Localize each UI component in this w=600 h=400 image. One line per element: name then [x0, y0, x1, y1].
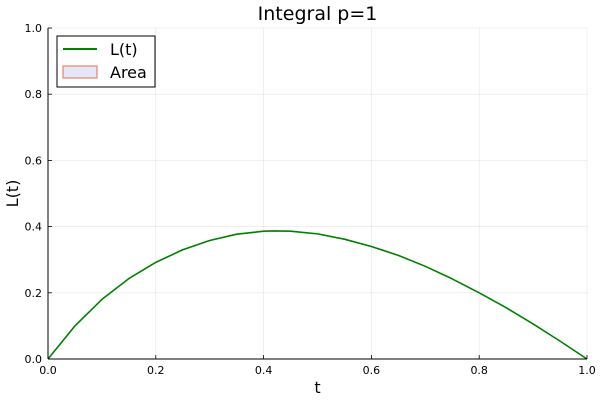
- ticks: 0.0 0.2 0.4 0.6 0.8 1.0 0.0 0.2 0.4 0.6 0.8 1.0: [25, 22, 596, 377]
- y-tick-label: 0.6: [25, 154, 43, 167]
- chart-title: Integral p=1: [258, 3, 378, 25]
- y-tick-label: 0.0: [25, 353, 43, 366]
- legend-label-area: Area: [110, 63, 147, 82]
- y-tick-label: 0.2: [25, 287, 43, 300]
- x-tick-label: 0.2: [147, 364, 165, 377]
- x-tick-label: 0.4: [255, 364, 273, 377]
- x-tick-label: 0.6: [363, 364, 381, 377]
- x-tick-label: 0.0: [39, 364, 57, 377]
- y-tick-label: 1.0: [25, 22, 43, 35]
- x-axis-label: t: [314, 378, 320, 397]
- x-tick-label: 0.8: [470, 364, 488, 377]
- series-line-l-t: [47, 230, 588, 360]
- legend-label-line: L(t): [110, 40, 138, 59]
- x-tick-label: 1.0: [578, 364, 596, 377]
- y-tick-label: 0.4: [25, 221, 43, 234]
- legend: L(t) Area: [56, 35, 156, 88]
- y-tick-label: 0.8: [25, 88, 43, 101]
- legend-swatch-area: [62, 65, 98, 79]
- y-axis-label: L(t): [3, 180, 22, 208]
- series-layer: [47, 230, 588, 360]
- axes: [47, 28, 587, 360]
